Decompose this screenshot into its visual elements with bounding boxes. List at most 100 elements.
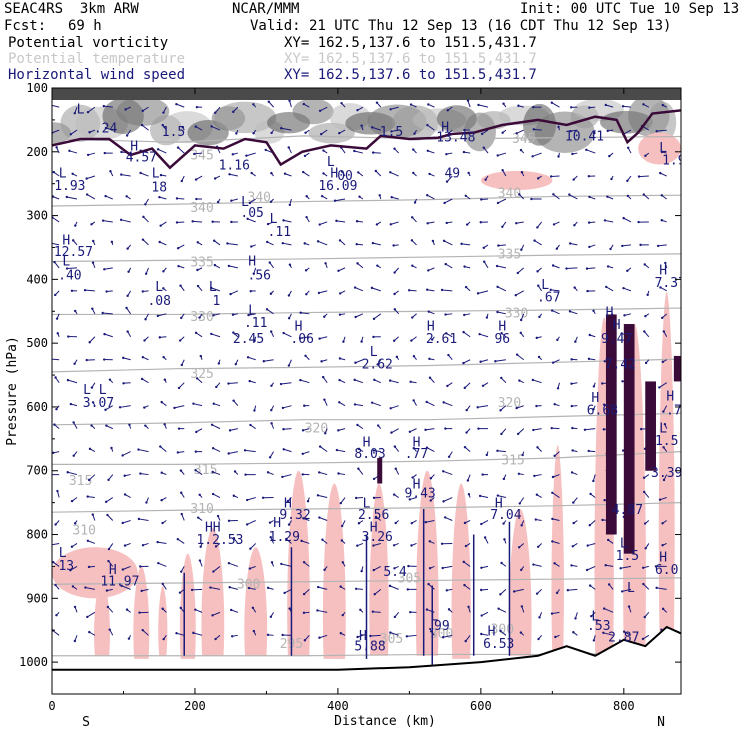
extremum-label: .24 [94,122,118,137]
wind-vector-head [426,149,430,152]
wind-vector [88,474,96,481]
wind-vector-head [299,378,302,382]
wind-vector-head [646,293,649,297]
wind-vector-head [620,590,624,593]
wind-vector-head [428,567,432,570]
wind-vector-head [270,131,273,135]
wind-vector-head [412,446,415,450]
extremum-label: 7.42 [605,358,636,373]
wind-vector-head [177,264,180,268]
legend-wind-xy: XY= 162.5,137.6 to 151.5,431.7 [284,67,537,83]
wind-vector [497,286,507,292]
wind-vector [193,632,203,636]
wind-vector-head [515,353,519,356]
wind-vector-head [531,155,534,158]
legend-pv-name: Potential vorticity [8,35,169,51]
wind-vector-head [357,467,360,470]
wind-vector [103,220,113,223]
wind-vector-head [535,592,539,595]
wind-vector-head [570,358,573,361]
wind-vector-head [86,615,89,619]
wind-vector-head [572,178,575,181]
wind-vector-head [515,222,518,225]
wind-vector-head [426,123,429,127]
wind-vector [586,565,596,571]
wind-vector [280,382,292,385]
wind-vector [532,379,542,384]
wind-vector [409,289,417,292]
wind-vector-head [68,149,71,153]
wind-vector-head [138,611,141,614]
extremum-label: 11.97 [100,575,139,590]
extremum-label: H [606,305,614,320]
wind-vector [623,217,632,223]
wind-vector-head [554,635,557,639]
wind-vector-head [269,330,273,333]
wind-vector-head [341,561,345,564]
wind-vector-head [637,220,640,224]
wind-vector-head [232,399,235,402]
wind-vector-head [270,561,274,564]
wind-vector-head [480,522,483,526]
wind-vector-head [602,428,606,431]
wind-vector [195,469,203,475]
wind-vector-head [501,131,504,134]
wind-vector-head [86,153,90,157]
wind-vector-head [227,382,230,385]
wind-vector-head [639,243,642,247]
wind-vector-head [609,247,612,251]
wind-vector-head [195,430,198,434]
wind-vector-head [73,112,76,115]
wind-vector-head [476,292,480,295]
wind-vector-head [532,105,535,109]
wind-vector-head [162,355,165,359]
wind-vector-head [176,146,180,149]
terrain-layer [52,625,681,694]
wind-vector-head [408,430,412,433]
wind-vector-head [53,423,56,426]
wind-vector-head [335,219,338,223]
extremum-label: 96 [494,332,510,347]
wind-vector-head [269,200,273,203]
theta-contour-label: 300 [430,627,453,642]
wind-vector-head [83,288,87,292]
wind-vector-head [390,431,393,434]
extremum-label: L [620,536,628,551]
wind-vector-head [359,608,362,611]
wind-vector-head [107,547,111,551]
wind-vector-head [427,582,430,586]
wind-vector-head [644,154,647,157]
extremum-label: 1.5 [616,549,639,564]
wind-vector-head [392,544,396,547]
wind-vector-head [269,536,272,539]
wind-vector-head [140,377,144,381]
wind-vector-head [194,450,198,453]
wind-vector-head [180,570,183,573]
extremum-label: 10.41 [565,129,604,144]
theta-contour-line [52,253,681,263]
wind-vector-head [410,339,413,342]
wind-vector [210,587,221,590]
wind-vector-head [428,357,431,361]
extremum-label: .06 [290,332,313,347]
wind-vector-head [198,316,201,319]
wind-vector-head [196,241,199,244]
wind-vector-head [495,264,499,268]
wind-vector-head [71,172,74,175]
wind-vector-head [144,318,147,321]
wind-vector-head [354,315,357,319]
wind-vector-head [197,516,200,519]
y-tick-label: 700 [26,464,48,478]
wind-vector-head [444,262,447,266]
wind-vector-head [198,559,202,562]
wind-vector-head [194,469,197,472]
wind-vector [605,564,614,567]
extremum-label: 1.2.53 [196,533,243,548]
wind-vector-head [287,364,291,367]
wind-vector [283,332,292,338]
wind-vector-head [555,591,559,595]
pv-shaded-column [658,292,675,637]
wind-vector [406,634,417,637]
wind-vector-head [163,378,167,381]
wind-vector-head [427,103,430,106]
